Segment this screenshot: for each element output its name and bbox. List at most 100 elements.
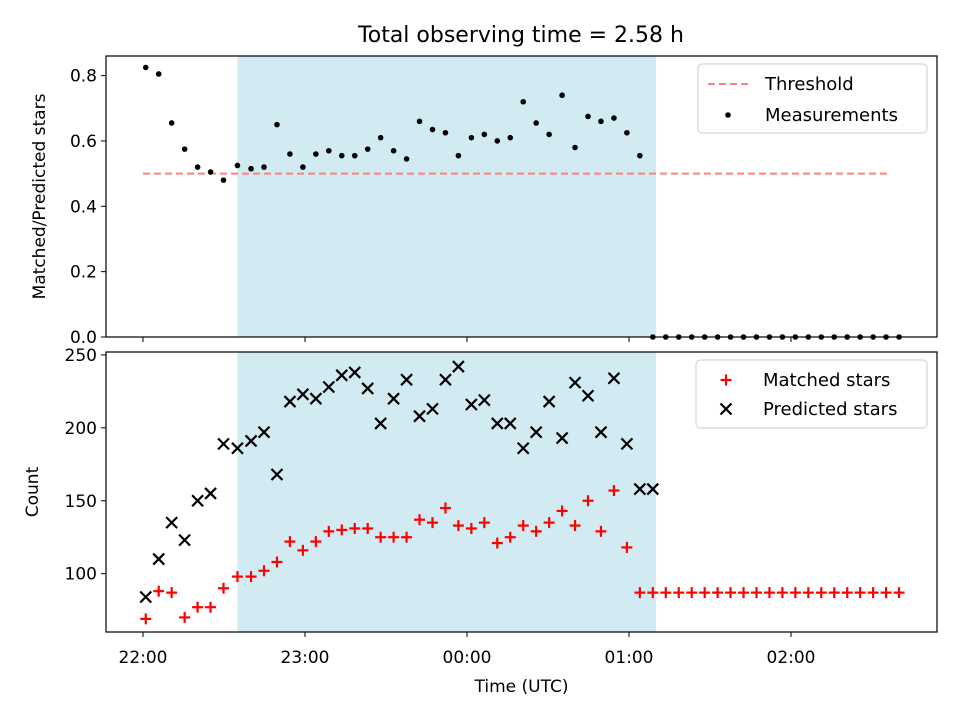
matched-star-point [218, 582, 230, 594]
measurement-point [220, 177, 227, 183]
matched-star-point [153, 585, 165, 597]
y-tick-label: 0.0 [70, 328, 97, 348]
matched-star-point [323, 525, 335, 537]
top-x-axis-ticks [142, 337, 792, 342]
measurement-point [287, 151, 293, 157]
measurement-point [442, 129, 449, 136]
x-stroke-b [244, 434, 258, 448]
predicted-star-point [646, 482, 660, 496]
measurement-point [274, 121, 280, 128]
matched-star-point [192, 601, 204, 613]
y-tick-label: 250 [65, 346, 97, 366]
predicted-star-point [581, 389, 595, 403]
x-tick-label: 22:00 [119, 648, 168, 668]
measurement-point [611, 115, 617, 121]
measurement-point [416, 118, 423, 125]
measurement-point [300, 164, 306, 170]
matched-star-point [284, 536, 296, 548]
measurement-point [559, 92, 565, 99]
x-stroke-b [646, 482, 660, 496]
matched-star-point [401, 531, 413, 543]
x-stroke-b [374, 417, 387, 430]
measurements-series [142, 64, 902, 340]
predicted-star-point [165, 516, 178, 529]
x-stroke-b [178, 533, 191, 547]
x-stroke-b [335, 369, 349, 382]
matched-star-point [245, 571, 257, 583]
predicted-star-point [309, 392, 323, 405]
x-stroke-b [204, 487, 217, 500]
matched-star-point [828, 587, 840, 599]
bottom-y-axis-ticks: 100 150 200 250 [65, 346, 106, 585]
x-stroke-b [503, 417, 517, 430]
measurement-point [598, 118, 604, 125]
y-tick-label: 100 [65, 565, 97, 585]
matched-star-point [414, 514, 426, 526]
measurement-point [572, 144, 578, 151]
matched-star-point [763, 587, 775, 599]
matched-star-point [815, 587, 827, 599]
predicted-star-point [283, 395, 297, 408]
matched-star-point [854, 587, 866, 599]
legend-threshold-label: Threshold [764, 74, 854, 95]
matched-star-point [465, 522, 477, 534]
matched-star-point [841, 587, 853, 599]
matched-star-point [880, 587, 892, 599]
predicted-star-point [322, 380, 336, 394]
x-stroke-b [165, 516, 178, 529]
predicted-star-point [335, 369, 349, 382]
x-stroke-b [257, 425, 271, 439]
x-stroke-b [568, 376, 582, 389]
measurement-point [455, 152, 462, 159]
matched-star-point [439, 502, 451, 514]
x-stroke-b [633, 482, 647, 496]
x-tick-label: 00:00 [443, 648, 492, 668]
x-stroke-b [231, 441, 244, 455]
predicted-star-point [361, 382, 374, 395]
measurement-point [142, 64, 149, 71]
x-stroke-b [387, 392, 400, 405]
measurement-point [481, 131, 488, 138]
y-tick-label: 0.8 [70, 67, 97, 87]
predicted-star-point [491, 417, 504, 430]
x-stroke-b [542, 395, 556, 408]
predicted-star-point [439, 373, 452, 386]
matched-star-point [569, 520, 581, 532]
predicted-star-point [516, 441, 530, 455]
measurement-point [313, 151, 319, 157]
legend-measurement-swatch [725, 112, 731, 118]
measurement-point [194, 164, 201, 170]
legend-box [695, 359, 928, 429]
predicted-star-point [191, 494, 204, 508]
matched-star-point [336, 524, 348, 536]
matched-star-point [231, 571, 243, 583]
measurement-point [338, 152, 345, 159]
y-tick-label: 0.4 [70, 197, 97, 217]
predicted-star-point [217, 437, 230, 451]
matched-star-point [660, 587, 672, 599]
x-stroke-b [465, 398, 478, 411]
matched-star-point [349, 522, 361, 534]
x-stroke-b [139, 590, 153, 604]
legend-box [697, 63, 928, 134]
x-stroke-b [191, 494, 204, 508]
x-stroke-b [491, 417, 504, 430]
matched-star-point [725, 587, 737, 599]
measurement-point [248, 165, 254, 172]
matched-star-point [802, 587, 814, 599]
matched-star-point [621, 541, 633, 553]
matched-star-point [608, 485, 620, 497]
measurement-point [377, 134, 384, 141]
x-stroke-b [452, 360, 465, 373]
predicted-star-point [555, 431, 569, 445]
matched-star-point [310, 536, 322, 548]
predicted-star-point [478, 393, 491, 407]
predicted-star-point [387, 392, 400, 405]
predicted-star-point [594, 425, 608, 439]
top-plot-panel: 0.00.20.40.60.8 Matched/Predicted stars … [30, 55, 938, 348]
measurement-point [468, 134, 475, 141]
matched-star-point [712, 587, 724, 599]
observing-span-band-top [237, 56, 657, 337]
bottom-legend: Matched stars Predicted stars [695, 359, 928, 429]
